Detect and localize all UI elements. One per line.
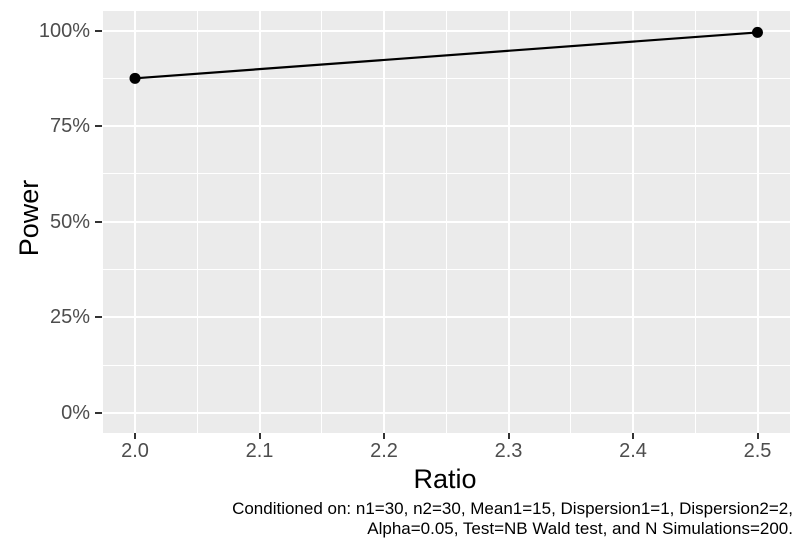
y-tick-mark (95, 220, 102, 223)
x-tick-mark (134, 433, 136, 439)
plot-caption: Conditioned on: n1=30, n2=30, Mean1=15, … (232, 499, 793, 538)
x-tick-label: 2.2 (370, 440, 398, 462)
x-tick-mark (756, 433, 759, 439)
y-tick-mark (95, 125, 102, 128)
y-tick-label: 100% (38, 19, 90, 42)
y-tick-mark (95, 29, 102, 32)
y-tick-label: 75% (49, 115, 90, 138)
caption-line-2: Alpha=0.05, Test=NB Wald test, and N Sim… (367, 518, 793, 538)
y-tick-mark (95, 412, 102, 414)
x-axis-title: Ratio (413, 464, 477, 494)
v-gridline-major (507, 11, 510, 433)
v-gridline-major (258, 11, 261, 433)
x-tick-mark (258, 433, 261, 439)
power-line-series (129, 26, 763, 84)
v-gridline-major (134, 11, 136, 433)
x-tick-label: 2.1 (245, 440, 274, 462)
y-tick-label: 0% (61, 402, 90, 424)
v-gridline-major (756, 11, 759, 433)
h-gridline-major (103, 29, 790, 32)
x-tick-label: 2.5 (743, 440, 772, 462)
v-gridline-major (632, 11, 634, 433)
y-tick-label: 25% (49, 306, 90, 329)
h-gridline-major (103, 220, 790, 223)
trend-line (134, 31, 758, 80)
data-point (129, 72, 141, 84)
x-tick-label: 2.3 (494, 440, 523, 462)
caption-line-1: Conditioned on: n1=30, n2=30, Mean1=15, … (232, 499, 793, 518)
plot-panel (103, 11, 790, 433)
v-gridline-major (383, 11, 385, 433)
y-tick-label: 50% (49, 210, 90, 233)
x-tick-label: 2.0 (121, 440, 149, 462)
x-tick-mark (632, 433, 634, 439)
x-tick-mark (383, 433, 385, 439)
h-gridline-major (103, 316, 790, 319)
h-gridline-major (103, 412, 790, 414)
x-tick-label: 2.4 (619, 440, 647, 462)
y-tick-mark (95, 316, 102, 319)
h-gridline-major (103, 125, 790, 128)
x-tick-mark (507, 433, 510, 439)
data-point (752, 26, 763, 38)
